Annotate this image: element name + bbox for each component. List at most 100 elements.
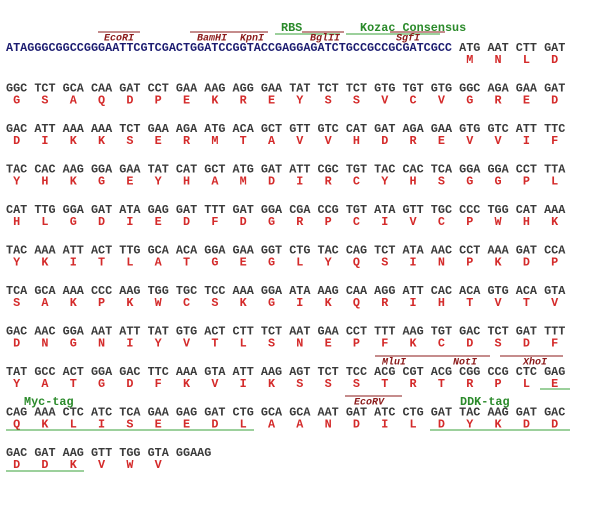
amino-acid: T xyxy=(211,337,218,351)
amino-acid: D xyxy=(466,337,473,351)
amino-acid: D xyxy=(523,418,530,432)
codon: AAT xyxy=(289,325,310,339)
codon: TAC xyxy=(459,406,480,420)
codon: CCT xyxy=(459,244,480,258)
codon: ATT xyxy=(402,284,423,298)
amino-acid: K xyxy=(410,337,418,351)
codon: ACG xyxy=(431,365,452,379)
amino-acid: A xyxy=(211,175,219,189)
amino-acid: S xyxy=(495,337,502,351)
codon: CCA xyxy=(544,244,566,258)
amino-acid: E xyxy=(155,215,162,229)
amino-acid: D xyxy=(353,418,360,432)
codon: CTT xyxy=(516,41,537,55)
amino-acid: V xyxy=(495,296,503,310)
amino-acid: S xyxy=(353,377,360,391)
codon: AAG xyxy=(63,163,84,177)
amino-acid: K xyxy=(41,418,49,432)
codon: GAT xyxy=(374,122,395,136)
codon: CCT xyxy=(516,163,537,177)
codon: CCC xyxy=(91,284,112,298)
amino-acid: K xyxy=(551,215,559,229)
codon: TCA xyxy=(119,406,141,420)
amino-acid: P xyxy=(523,175,530,189)
codon: TAC xyxy=(6,163,27,177)
codon: GTG xyxy=(487,284,508,298)
amino-acid: N xyxy=(438,256,445,270)
amino-acid: K xyxy=(70,458,78,472)
amino-acid: I xyxy=(126,215,133,229)
amino-acid: R xyxy=(495,94,503,108)
amino-acid: C xyxy=(353,215,360,229)
amino-acid: S xyxy=(353,94,360,108)
amino-acid: R xyxy=(296,215,304,229)
amino-acid: G xyxy=(98,175,105,189)
amino-acid: V xyxy=(211,377,219,391)
codon: ATT xyxy=(63,244,84,258)
amino-acid: D xyxy=(41,458,48,472)
amino-acid: R xyxy=(410,377,418,391)
amino-acid: I xyxy=(381,215,388,229)
amino-acid: W xyxy=(126,458,134,472)
codon: ATC xyxy=(91,406,112,420)
codon: TGG xyxy=(148,284,169,298)
codon: GTT xyxy=(91,446,112,460)
amino-acid: Q xyxy=(353,296,360,310)
codon: ATA xyxy=(402,244,424,258)
codon: AAC xyxy=(34,325,55,339)
restriction-site: XhoI xyxy=(522,357,547,369)
amino-acid: Y xyxy=(381,175,389,189)
amino-acid: E xyxy=(438,134,445,148)
codon: CGC xyxy=(318,163,339,177)
amino-acid: Y xyxy=(466,418,474,432)
amino-acid: P xyxy=(495,377,502,391)
codon: CAT xyxy=(6,203,27,217)
codon: ATG xyxy=(459,41,480,55)
codon: AAG xyxy=(402,325,423,339)
amino-acid: T xyxy=(466,296,473,310)
codon: ACG xyxy=(374,365,395,379)
codon: GAC xyxy=(6,325,27,339)
amino-acid: F xyxy=(551,134,558,148)
codon: TGT xyxy=(402,82,423,96)
codon: AAA xyxy=(544,203,566,217)
feature-label: DDK-tag xyxy=(460,395,510,409)
codon: ATT xyxy=(289,163,310,177)
codon: TCT xyxy=(487,325,508,339)
codon: TTT xyxy=(374,325,395,339)
codon: GAA xyxy=(516,82,538,96)
codon: GAA xyxy=(261,82,283,96)
amino-acid: F xyxy=(381,337,388,351)
codon: AAA xyxy=(91,122,113,136)
amino-acid: D xyxy=(551,418,558,432)
codon: AGA xyxy=(487,82,509,96)
amino-acid: L xyxy=(410,418,417,432)
codon: GGC xyxy=(459,82,480,96)
codon: TAC xyxy=(6,244,27,258)
codon: AAG xyxy=(204,82,225,96)
amino-acid: N xyxy=(495,53,502,67)
codon: GCA xyxy=(34,284,56,298)
amino-acid: G xyxy=(466,175,473,189)
codon: TTA xyxy=(544,163,566,177)
amino-acid: Y xyxy=(325,256,333,270)
amino-acid: L xyxy=(523,53,530,67)
codon: GCA xyxy=(148,244,170,258)
codon: GAA xyxy=(119,163,141,177)
codon: CTC xyxy=(63,406,84,420)
codon: GTA xyxy=(204,365,226,379)
amino-acid: I xyxy=(381,418,388,432)
amino-acid: F xyxy=(551,337,558,351)
amino-acid: D xyxy=(183,215,190,229)
codon: GGA xyxy=(204,244,226,258)
codon: GTC xyxy=(487,122,508,136)
codon: AAT xyxy=(91,325,112,339)
amino-acid: L xyxy=(126,256,133,270)
amino-acid: G xyxy=(268,296,275,310)
amino-acid: P xyxy=(325,215,332,229)
amino-acid: C xyxy=(438,337,445,351)
codon: GTA xyxy=(148,446,170,460)
codon: TTG xyxy=(34,203,55,217)
amino-acid: L xyxy=(240,337,247,351)
amino-acid: R xyxy=(325,175,333,189)
